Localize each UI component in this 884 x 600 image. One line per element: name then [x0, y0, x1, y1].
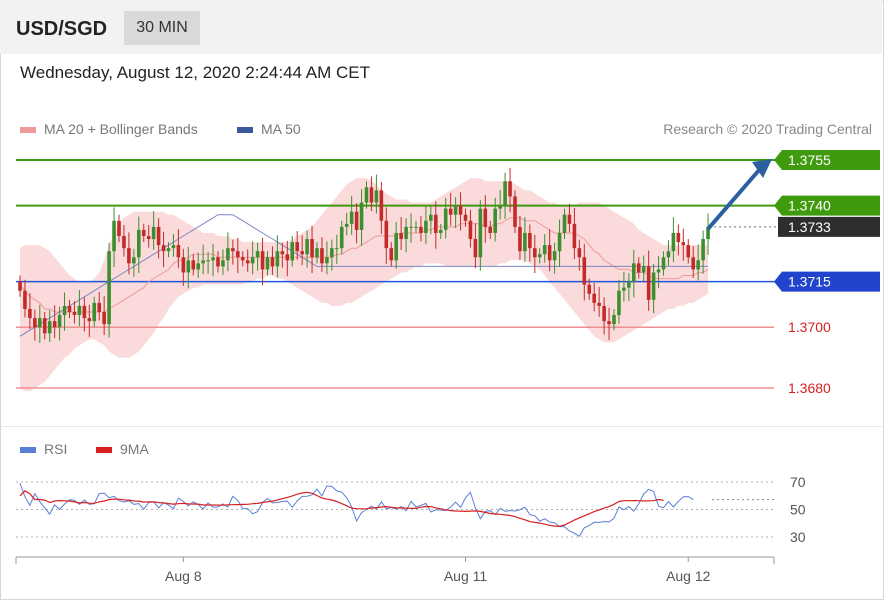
instrument-symbol: USD/SGD [16, 18, 108, 40]
rsi-ma-swatch [96, 447, 112, 454]
legend-rsi: RSI [20, 441, 67, 457]
rsi-legend-label: RSI [44, 441, 68, 457]
legend-bollinger: MA 20 + Bollinger Bands [20, 121, 198, 137]
legend-ma50: MA 50 [237, 121, 301, 137]
timestamp: Wednesday, August 12, 2020 2:24:44 AM CE… [20, 63, 370, 82]
bollinger-swatch [20, 127, 36, 134]
ma50-legend-label: MA 50 [261, 121, 301, 137]
rsi-swatch [20, 447, 36, 454]
research-credit: Research © 2020 Trading Central [663, 121, 872, 137]
header-bar: USD/SGD 30 MIN [0, 0, 882, 54]
rsi-ma-legend-label: 9MA [120, 441, 149, 457]
timeframe-button[interactable]: 30 MIN [124, 11, 200, 45]
bollinger-legend-label: MA 20 + Bollinger Bands [44, 121, 198, 137]
panel-divider [0, 426, 882, 427]
ma50-swatch [237, 127, 253, 134]
legend-rsi-ma: 9MA [96, 441, 149, 457]
